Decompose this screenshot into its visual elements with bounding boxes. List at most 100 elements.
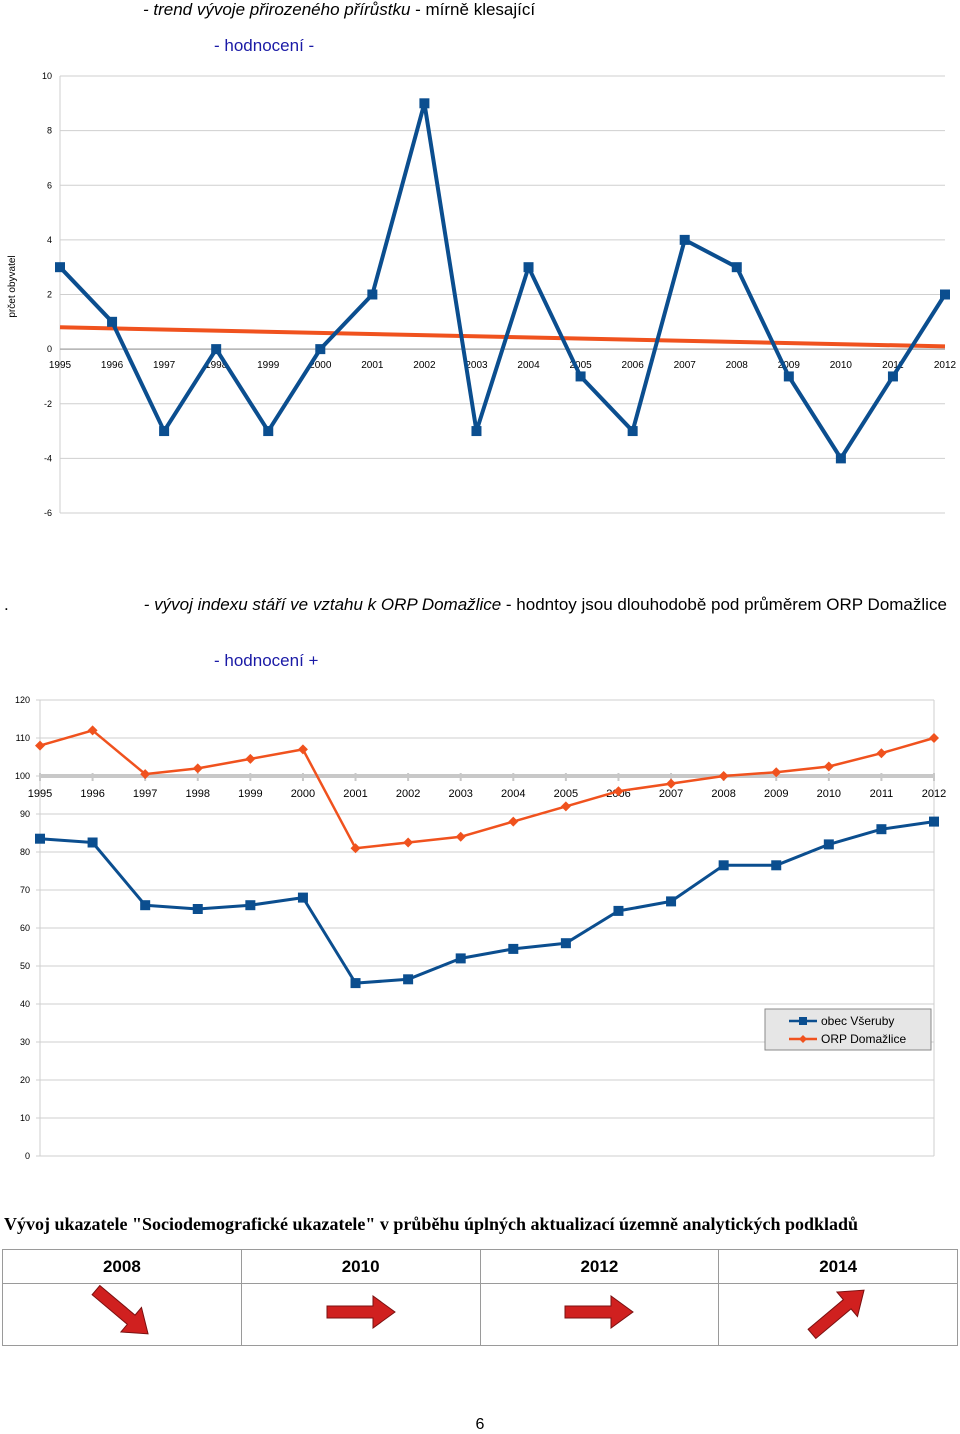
rating-1: - hodnocení - <box>214 36 315 55</box>
arrow-shape <box>564 1295 635 1329</box>
x-tick-label: 2005 <box>554 788 578 800</box>
data-point <box>560 938 571 949</box>
trend-cell <box>479 1283 720 1346</box>
data-point <box>823 761 834 772</box>
data-point <box>929 733 939 743</box>
data-point <box>419 98 430 109</box>
x-tick-label: 1997 <box>153 360 176 371</box>
series-line <box>39 820 935 985</box>
data-point <box>87 725 98 736</box>
data-point <box>192 763 203 774</box>
data-point <box>35 740 45 751</box>
x-tick-label: 1996 <box>80 788 104 800</box>
data-point <box>245 753 256 764</box>
data-point <box>159 426 170 437</box>
age-index-label: - vývoj indexu stáří ve vztahu k ORP Dom… <box>143 595 502 614</box>
y-tick-label: 10 <box>42 71 52 81</box>
x-tick-label: 2010 <box>817 788 841 800</box>
gridlines <box>60 75 945 514</box>
trend-arrow-right-icon <box>564 1295 635 1329</box>
data-point <box>140 769 151 780</box>
x-tick-label: 2007 <box>674 360 697 371</box>
x-tick-label: 2000 <box>291 788 315 800</box>
arrow-body <box>91 1284 149 1335</box>
bullet-dot: . <box>4 595 9 614</box>
data-point <box>835 453 846 464</box>
x-tick-label: 2012 <box>934 360 957 371</box>
data-point <box>887 371 898 382</box>
rating-2: - hodnocení + <box>214 651 319 670</box>
y-axis-label: prčet obyvatel <box>7 255 18 317</box>
data-point <box>263 426 274 437</box>
x-tick-label: 2001 <box>361 360 384 371</box>
data-point <box>929 816 939 827</box>
age-index-comment: - hodntoy jsou dlouhodobě pod průměrem O… <box>501 595 947 614</box>
x-tick-label: 2001 <box>343 788 367 800</box>
x-tick-label: 1999 <box>238 788 262 800</box>
data-point <box>211 344 222 355</box>
evaluation-heading: Vývoj ukazatele "Sociodemografické ukaza… <box>4 1214 859 1234</box>
trend-cell <box>718 1283 958 1346</box>
y-tick-label: 40 <box>20 999 30 1009</box>
x-tick-label: 2009 <box>764 788 788 800</box>
x-tick-label: 2010 <box>830 360 853 371</box>
y-tick-label: 120 <box>15 695 30 705</box>
trend-arrow-up-icon <box>807 1289 865 1340</box>
data-point <box>783 371 794 382</box>
arrow-shape <box>91 1284 149 1335</box>
data-point <box>140 900 151 911</box>
data-point <box>666 778 677 789</box>
y-tick-label: 4 <box>47 235 52 245</box>
y-tick-label: 50 <box>20 961 30 971</box>
data-point <box>627 426 638 437</box>
legend-marker <box>799 1017 807 1025</box>
x-tick-label: 2004 <box>517 360 540 371</box>
year-cell: 2010 <box>240 1249 481 1284</box>
x-tick-label: 2003 <box>465 360 488 371</box>
x-tick-label: 1996 <box>101 360 124 371</box>
y-tick-label: 80 <box>20 847 30 857</box>
data-point <box>508 943 519 954</box>
y-tick-label: 8 <box>47 126 52 136</box>
x-tick-label: 2005 <box>569 360 592 371</box>
legend-label: ORP Domažlice <box>821 1032 906 1046</box>
trend-cell <box>2 1283 242 1346</box>
y-tick-label: 6 <box>47 180 52 190</box>
y-tick-label: -2 <box>44 399 52 409</box>
data-point <box>55 262 65 273</box>
x-tick-label: 2002 <box>396 788 420 800</box>
data-point <box>367 289 378 300</box>
natural-increase-chart: 10 8 6 4 2 0 -2 -4 -6 1995 1996 1997 1998 1999 2000 200… <box>7 71 957 518</box>
data-point <box>718 771 729 781</box>
x-tick-label: 2000 <box>309 360 332 371</box>
arrow-body <box>564 1295 635 1329</box>
arrow-body <box>807 1289 865 1340</box>
y-tick-label: 60 <box>20 923 30 933</box>
year-cell: 2008 <box>2 1249 242 1284</box>
data-point <box>297 744 308 755</box>
data-point <box>613 786 624 797</box>
legend-marker <box>799 1035 807 1043</box>
y-tick-label: 20 <box>20 1075 30 1085</box>
x-tick-label: 2011 <box>882 360 904 371</box>
y-tick-label: 0 <box>25 1151 30 1161</box>
arrow-shape <box>326 1295 396 1329</box>
y-tick-label: 0 <box>47 344 52 354</box>
x-tick-label: 2008 <box>726 360 749 371</box>
page-number: 6 <box>475 1416 485 1433</box>
x-tick-label: 1998 <box>205 360 228 371</box>
trend-statement: - trend vývoje přirozeného přírůstku - m… <box>143 0 535 20</box>
y-tick-label: 30 <box>20 1037 30 1047</box>
trend-statement-label: - trend vývoje přirozeného přírůstku <box>143 0 411 19</box>
evaluation-table: 2008 2010 2012 2014 <box>2 1249 958 1346</box>
age-index-statement: . - vývoj indexu stáří ve vztahu k ORP Do… <box>4 593 960 616</box>
y-tick-label: 90 <box>20 809 30 819</box>
x-tick-label: 1998 <box>186 788 210 800</box>
x-tick-label: 1999 <box>257 360 280 371</box>
data-point <box>455 953 466 964</box>
data-point <box>771 767 782 778</box>
trend-statement-value: - mírně klesající <box>410 0 536 19</box>
x-tick-label: 1995 <box>28 788 52 800</box>
x-tick-label: 2007 <box>659 788 683 800</box>
data-point <box>679 234 690 245</box>
